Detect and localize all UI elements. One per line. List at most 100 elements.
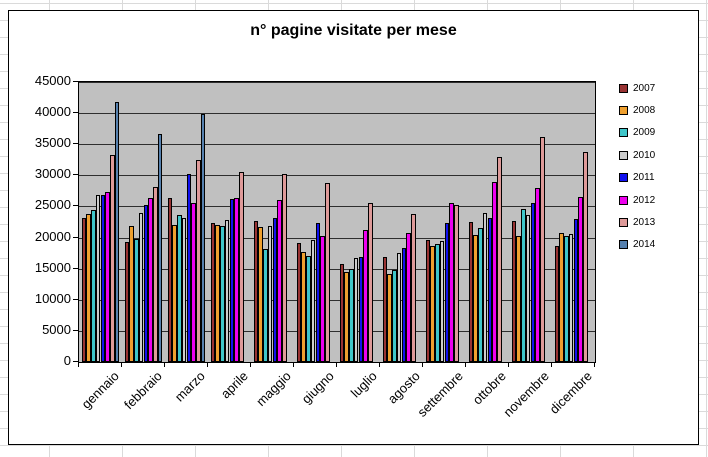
bar-2009-aprile [220,225,225,362]
bar-2007-novembre [511,220,517,362]
bar-2009-luglio [349,268,354,362]
bar-2011-gennaio [100,194,106,362]
bar-2010-luglio [353,258,359,362]
bar-2014-marzo [200,114,206,362]
bar-2007-giugno [296,242,302,362]
x-category-label: agosto [384,368,423,407]
bar-2007-aprile [210,222,216,362]
x-tick-mark [336,362,337,367]
legend-item-2008: 2008 [619,99,655,121]
bar-2012-luglio [363,229,368,362]
legend-swatch [619,218,628,228]
legend-item-2013: 2013 [619,211,655,233]
x-tick-mark [207,362,208,367]
y-tick-mark [73,174,78,176]
legend-swatch [619,106,628,116]
gridline [79,237,595,239]
bar-2011-maggio [272,217,278,362]
bar-2013-ottobre [496,156,502,362]
chart-title: n° pagine visitate per mese [250,22,457,39]
bar-2011-novembre [530,202,536,362]
chart-container[interactable]: n° pagine visitate per mese 45000 40000 35… [8,10,699,445]
x-tick-mark [551,362,552,367]
bar-2009-maggio [263,249,268,362]
x-tick-mark [164,362,165,367]
x-tick-mark [379,362,380,367]
bar-2010-novembre [525,215,531,362]
y-tick-label: 35000 [34,135,71,151]
x-category-label: aprile [217,368,251,402]
bar-2011-dicembre [573,218,579,362]
x-category-label: luglio [347,368,380,401]
x-category-label: ottobre [469,368,509,408]
y-tick-mark [73,361,78,362]
bar-2010-giugno [310,240,316,362]
bar-2011-aprile [229,199,235,362]
legend-swatch [619,195,628,205]
bar-2013-maggio [281,173,287,362]
x-tick-mark [422,362,423,367]
legend: 2007 2008 2009 2010 2011 2012 2013 2014 [619,77,655,256]
legend-item-2011: 2011 [619,167,655,189]
bar-2008-agosto [387,274,393,362]
bar-2008-febbraio [129,225,135,362]
legend-label: 2007 [633,82,656,94]
x-category-label: giugno [298,368,337,407]
x-tick-mark [78,362,79,367]
bar-2010-settembre [439,241,445,362]
bar-2009-marzo [177,215,182,362]
bar-2007-settembre [425,240,431,362]
bar-2010-gennaio [95,195,101,362]
legend-label: 2012 [633,194,656,206]
y-tick-label: 45000 [34,73,71,88]
bar-2014-gennaio [114,101,120,362]
legend-swatch [619,83,628,93]
bar-2012-giugno [320,236,325,362]
x-tick-mark [121,362,122,367]
bar-2010-marzo [181,217,187,362]
bar-2012-marzo [191,202,196,362]
bar-2008-luglio [344,271,350,362]
y-tick-mark [73,329,78,331]
gridline [79,82,595,83]
plot-area [78,81,596,363]
y-tick-mark [73,298,78,300]
bar-2012-maggio [277,199,282,362]
bar-2007-febbraio [124,241,130,362]
bar-2011-ottobre [487,218,493,362]
gridline [79,330,595,332]
bar-2008-novembre [516,235,522,362]
legend-item-2007: 2007 [619,77,655,99]
bar-2013-febbraio [152,186,158,362]
legend-label: 2008 [633,105,656,117]
bar-2011-giugno [315,223,321,362]
legend-label: 2010 [633,149,656,161]
bar-2008-maggio [258,227,264,362]
legend-label: 2013 [633,217,656,229]
bar-2011-febbraio [143,205,149,362]
bar-2008-gennaio [86,213,92,362]
legend-item-2009: 2009 [619,122,655,144]
legend-swatch [619,150,628,160]
bar-2009-ottobre [478,228,483,362]
bar-2012-ottobre [492,182,497,362]
legend-swatch [619,240,628,250]
bar-2009-settembre [435,243,440,362]
bar-2013-luglio [367,203,373,362]
bar-2014-febbraio [157,134,163,362]
bar-2008-giugno [301,251,307,362]
bar-2007-dicembre [554,245,560,362]
bar-2009-febbraio [134,239,139,362]
y-tick-mark [73,267,78,269]
bar-2007-marzo [167,197,173,362]
bar-2012-gennaio [105,191,110,362]
bar-2010-febbraio [138,213,144,362]
x-tick-mark [250,362,251,367]
bar-2008-settembre [430,246,436,362]
bar-2007-agosto [382,256,388,362]
bar-2013-marzo [195,160,201,362]
bar-2010-agosto [396,252,402,362]
x-category-label: settembre [413,368,466,420]
y-tick-mark [73,143,78,145]
